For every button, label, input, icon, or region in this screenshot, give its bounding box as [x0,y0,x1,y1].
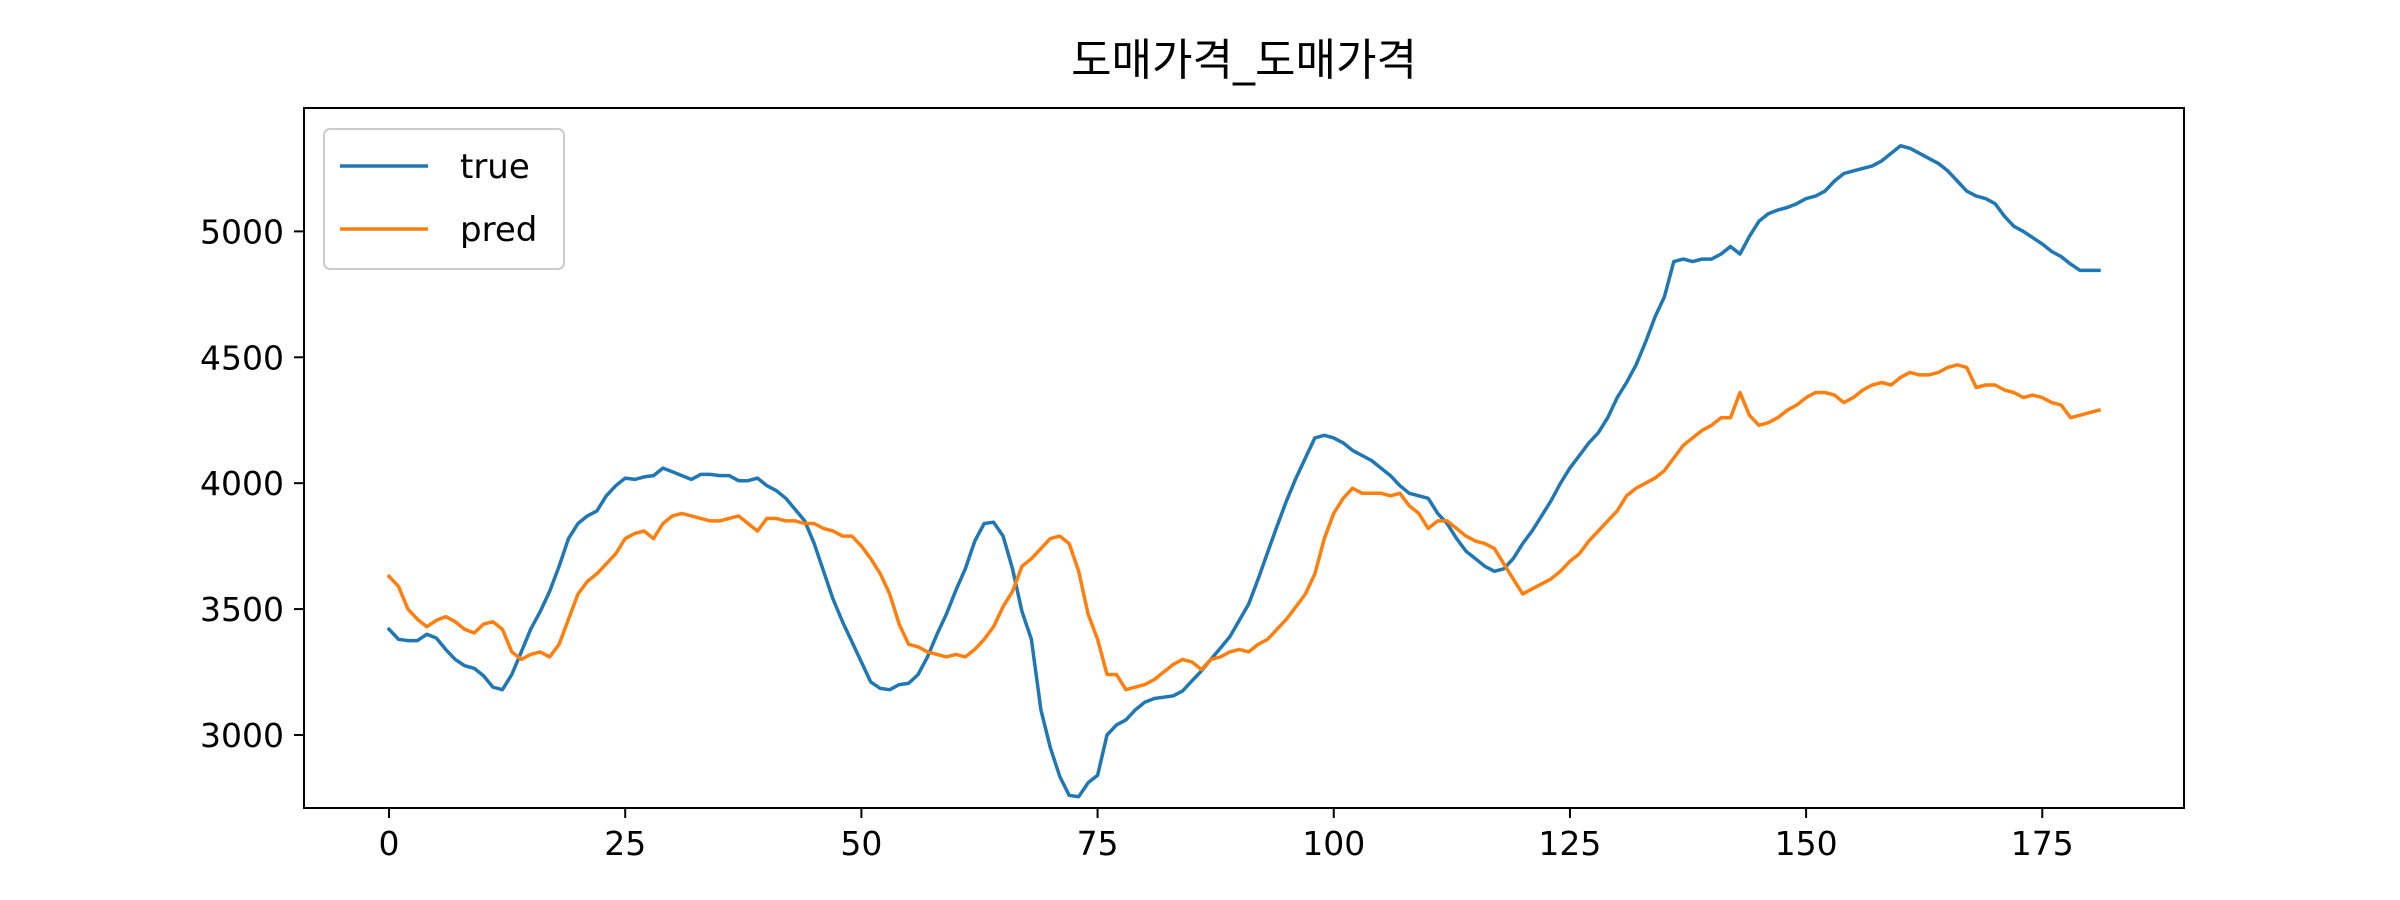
y-tick-label: 3000 [200,716,284,755]
x-tick-label: 50 [840,824,882,863]
x-tick-label: 0 [379,824,400,863]
x-tick-label: 150 [1775,824,1838,863]
plot-frame [303,107,2185,809]
x-tick-label: 75 [1077,824,1119,863]
chart-title: 도매가격_도매가격 [1071,35,1417,86]
legend: true pred [323,128,565,270]
series-line-true [386,144,2101,799]
series-layer [386,144,2102,799]
y-tick-label: 3500 [200,590,284,629]
y-tick-label: 5000 [200,212,284,251]
legend-box [323,128,565,270]
x-tick-label: 175 [2011,824,2074,863]
legend-label-pred: pred [460,210,537,250]
y-tick-label: 4500 [200,338,284,377]
y-tick-label: 4000 [200,464,284,503]
ticks-layer: 0 25 50 75 100 125 150 175 3000 3500 4000 4500 5000 [200,212,2074,863]
x-tick-label: 100 [1302,824,1365,863]
x-tick-label: 125 [1538,824,1601,863]
series-line-pred [386,363,2102,692]
x-tick-label: 25 [604,824,646,863]
legend-label-true: true [460,147,530,187]
